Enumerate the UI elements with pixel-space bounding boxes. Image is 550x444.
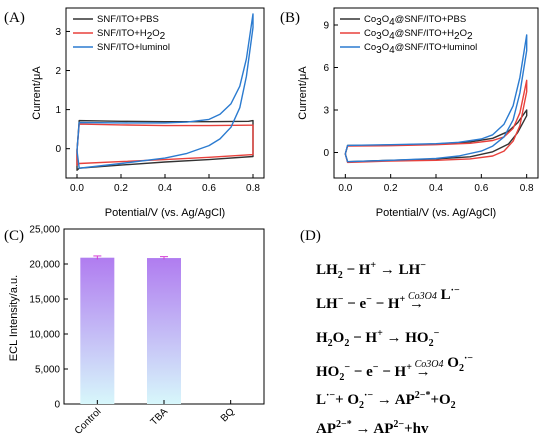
y-tick-label: 0	[323, 148, 329, 159]
series-line-luminol	[344, 34, 528, 163]
x-tick-label: 0.4	[158, 183, 172, 194]
panel-a-y-label: Current/μA	[31, 66, 43, 120]
x-tick-label-bq: BQ	[219, 406, 237, 424]
legend-b-h2o2-label: Co3O4@SNF/ITO+H2O2	[364, 28, 473, 42]
y-tick-label: 0	[55, 144, 61, 155]
reaction-6: AP2−* → AP2−+hv	[316, 419, 429, 437]
x-tick-label: 0.0	[338, 183, 352, 194]
panel-c-x-ticks: Control TBA BQ	[73, 400, 237, 437]
legend-a-pbs-label: SNF/ITO+PBS	[97, 14, 159, 25]
panel-c-bar-chart: (C) 0 5,000 10,000 15,000 20,000 25,000 Contr…	[4, 225, 265, 437]
panel-a-x-ticks: 0.0 0.2 0.4 0.6 0.8	[70, 174, 260, 194]
x-tick-label: 0.6	[474, 183, 488, 194]
panel-c-label: (C)	[4, 228, 24, 244]
y-tick-label: 25,000	[29, 225, 60, 236]
y-tick-label: 5,000	[35, 365, 60, 376]
reaction-5: L·−+ O2·− → AP2−*+O2	[316, 390, 456, 411]
reaction-4: HO2− − e− − H+ →Co3O4 O2·−	[316, 353, 473, 383]
panel-a-x-label: Potential/V (vs. Ag/AgCl)	[105, 207, 225, 219]
y-tick-label: 20,000	[29, 260, 60, 271]
panel-c-y-ticks: 0 5,000 10,000 15,000 20,000 25,000	[29, 225, 68, 411]
x-tick-label: 0.6	[202, 183, 216, 194]
y-tick-label: 2	[55, 66, 61, 77]
panel-a-label: (A)	[4, 10, 25, 26]
x-tick-label: 0.8	[246, 183, 260, 194]
panel-b-series	[344, 34, 528, 164]
x-tick-label: 0.4	[429, 183, 443, 194]
panel-b-x-label: Potential/V (vs. Ag/AgCl)	[376, 207, 496, 219]
panel-b-cv-plot: (B) 0.0 0.2 0.4 0.6 0.8 0 3 6 9 Potential/V (vs…	[280, 7, 539, 219]
series-line-pbs	[344, 109, 528, 163]
panel-a-y-ticks: 0 1 2 3	[55, 27, 70, 155]
x-tick-label: 0.2	[384, 183, 398, 194]
x-tick-label: 0.0	[70, 183, 84, 194]
y-tick-label: 6	[323, 63, 329, 74]
x-tick-label: 0.8	[520, 183, 534, 194]
panel-b-y-label: Current/μA	[297, 66, 309, 120]
panel-d-label: (D)	[300, 228, 321, 244]
panel-c-y-label: ECL Intensity/a.u.	[8, 275, 20, 361]
x-tick-label: 0.2	[114, 183, 128, 194]
panel-a-cv-plot: (A) 0.0 0.2 0.4 0.6 0.8 0 1 2 3 Potential/V (vs…	[4, 7, 265, 219]
x-tick-label-tba: TBA	[149, 406, 171, 428]
panel-b-legend: Co3O4@SNF/ITO+PBS Co3O4@SNF/ITO+H2O2 Co3…	[340, 14, 477, 56]
panel-c-bars	[80, 255, 181, 404]
reaction-3: H2O2 − H+ → HO2−	[316, 328, 440, 349]
legend-a-luminol-label: SNF/ITO+luminol	[97, 42, 170, 53]
panel-a-legend: SNF/ITO+PBS SNF/ITO+H2O2 SNF/ITO+luminol	[73, 14, 170, 53]
bar-tba	[147, 258, 181, 404]
series-line-luminol	[76, 13, 254, 169]
bar-control	[80, 257, 115, 404]
reaction-2: LH− − e− − H+ →Co3O4 L·−	[316, 285, 460, 312]
y-tick-label: 0	[54, 400, 60, 411]
legend-b-luminol-label: Co3O4@SNF/ITO+luminol	[364, 42, 477, 56]
x-tick-label-control: Control	[73, 406, 104, 437]
panel-a-series	[76, 13, 254, 171]
reaction-1: LH2 − H+ → LH−	[316, 260, 426, 281]
legend-b-pbs-label: Co3O4@SNF/ITO+PBS	[364, 14, 466, 28]
y-tick-label: 1	[55, 105, 61, 116]
panel-d-reactions: (D) LH2 − H+ → LH− LH− − e− − H+ →Co3O4 …	[300, 228, 473, 437]
panel-b-x-ticks: 0.0 0.2 0.4 0.6 0.8	[338, 174, 534, 194]
y-tick-label: 9	[323, 21, 329, 32]
y-tick-label: 15,000	[29, 295, 60, 306]
y-tick-label: 3	[55, 27, 61, 38]
series-line-h2o2	[76, 123, 254, 166]
legend-a-h2o2-label: SNF/ITO+H2O2	[97, 28, 166, 42]
y-tick-label: 10,000	[29, 330, 60, 341]
series-line-h2o2	[344, 79, 528, 164]
panel-b-y-ticks: 0 3 6 9	[323, 21, 338, 159]
y-tick-label: 3	[323, 106, 329, 117]
panel-b-label: (B)	[280, 10, 300, 26]
